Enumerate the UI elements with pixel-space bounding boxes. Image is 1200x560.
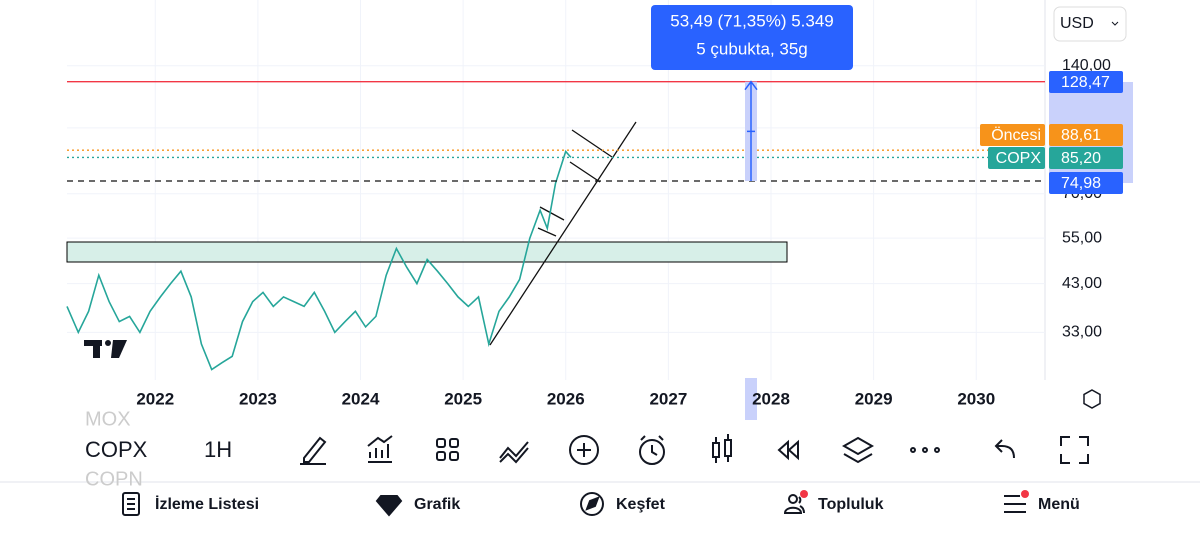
- price-tag-name-bg: [988, 147, 1045, 169]
- measure-x-band: [745, 378, 757, 420]
- x-tick-label: 2027: [649, 389, 687, 408]
- badge: [1021, 490, 1029, 498]
- price-tag-label: 85,20: [1061, 150, 1101, 167]
- x-tick-label: 2026: [547, 389, 585, 408]
- tv-logo: [84, 340, 127, 358]
- faded-symbol: MOX: [85, 408, 131, 430]
- nav-item[interactable]: İzleme Listesi: [155, 495, 259, 513]
- nav-item[interactable]: Menü: [1038, 496, 1080, 513]
- measure-arrow: [744, 80, 758, 182]
- symbol-bg: [67, 436, 127, 464]
- x-tick-label: 2024: [342, 389, 380, 408]
- price-tag-name: COPX: [996, 150, 1042, 167]
- price-tag: [1049, 147, 1123, 169]
- badge: [800, 490, 808, 498]
- measure-tooltip: [651, 5, 853, 70]
- x-tick-label: 2025: [444, 389, 482, 408]
- price-line: [66, 149, 572, 371]
- symbol[interactable]: COPX: [85, 437, 148, 462]
- price-tag-label: 88,61: [1061, 127, 1101, 144]
- price-tag-label: 128,47: [1061, 74, 1110, 91]
- x-tick-label: 2030: [957, 389, 995, 408]
- interval[interactable]: 1H: [204, 437, 232, 462]
- price-tag: [1049, 172, 1123, 194]
- y-tick-label: 140,00: [1062, 57, 1111, 74]
- price-tag-name: Öncesi: [991, 126, 1041, 144]
- nav-item[interactable]: Grafik: [414, 496, 460, 513]
- y-tick-label: 33,00: [1062, 324, 1102, 341]
- x-tick-label: 2029: [855, 389, 893, 408]
- nav-item[interactable]: Keşfet: [616, 496, 666, 513]
- measure-text: 53,49 (71,35%) 5.349: [670, 11, 834, 30]
- price-tag-name-bg: [980, 124, 1045, 146]
- nav-item[interactable]: Topluluk: [818, 496, 884, 513]
- price-tag: [1049, 71, 1123, 93]
- price-tag: [1049, 124, 1123, 146]
- settings-icon[interactable]: [1083, 389, 1101, 409]
- x-tick-label: 2022: [136, 389, 174, 408]
- toolbar-icons[interactable]: [300, 434, 1089, 465]
- x-tick-label: 2023: [239, 389, 277, 408]
- measure-text: 5 çubukta, 35g: [696, 39, 808, 58]
- y-tick-label: 43,00: [1062, 275, 1102, 292]
- x-tick-label: 2028: [752, 389, 790, 408]
- y-tick-label: 55,00: [1062, 229, 1102, 246]
- price-tag-label: 74,98: [1061, 175, 1101, 192]
- nav-icons[interactable]: [122, 492, 1026, 517]
- trend-lines: [489, 121, 637, 346]
- currency: USD: [1060, 15, 1094, 32]
- chevron: [1111, 21, 1119, 26]
- currency-select[interactable]: [1053, 6, 1127, 42]
- faded-symbol: COPN: [85, 468, 143, 490]
